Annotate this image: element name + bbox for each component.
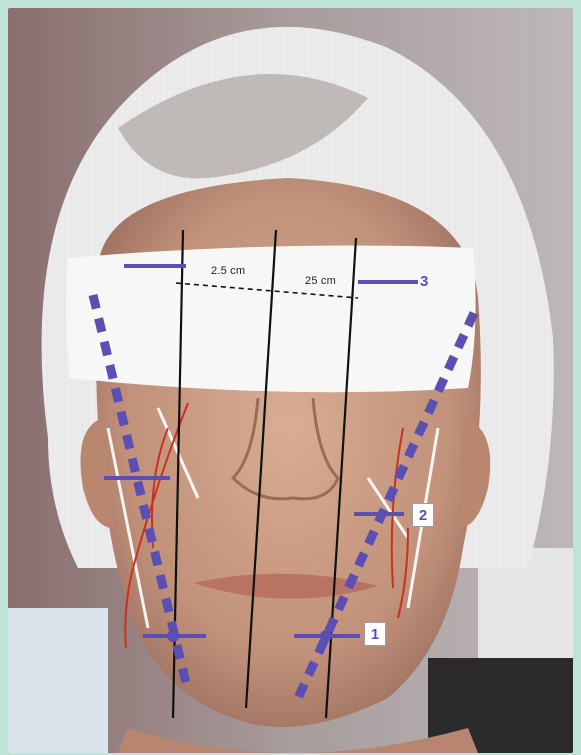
point-label-3: 3 bbox=[420, 273, 429, 290]
purple-dotted-lines bbox=[88, 293, 479, 700]
right-ear bbox=[458, 418, 491, 528]
marker-dot-left bbox=[167, 630, 179, 642]
neck bbox=[118, 728, 478, 753]
point-label-1: 1 bbox=[364, 622, 386, 646]
photo: 2.5 cm 25 cm 3 2 1 bbox=[8, 8, 573, 753]
measure-label-left: 2.5 cm bbox=[211, 265, 246, 277]
nose bbox=[230, 397, 340, 501]
left-ear bbox=[80, 418, 113, 528]
measure-dashed-line bbox=[175, 282, 359, 299]
hair-under-cap bbox=[118, 74, 368, 179]
face-illustration bbox=[8, 8, 573, 753]
point-label-2: 2 bbox=[412, 503, 434, 527]
marker-dot-right bbox=[320, 630, 332, 642]
measure-label-right: 25 cm bbox=[305, 275, 336, 287]
lips bbox=[193, 573, 378, 599]
monitor-screen bbox=[8, 608, 108, 753]
